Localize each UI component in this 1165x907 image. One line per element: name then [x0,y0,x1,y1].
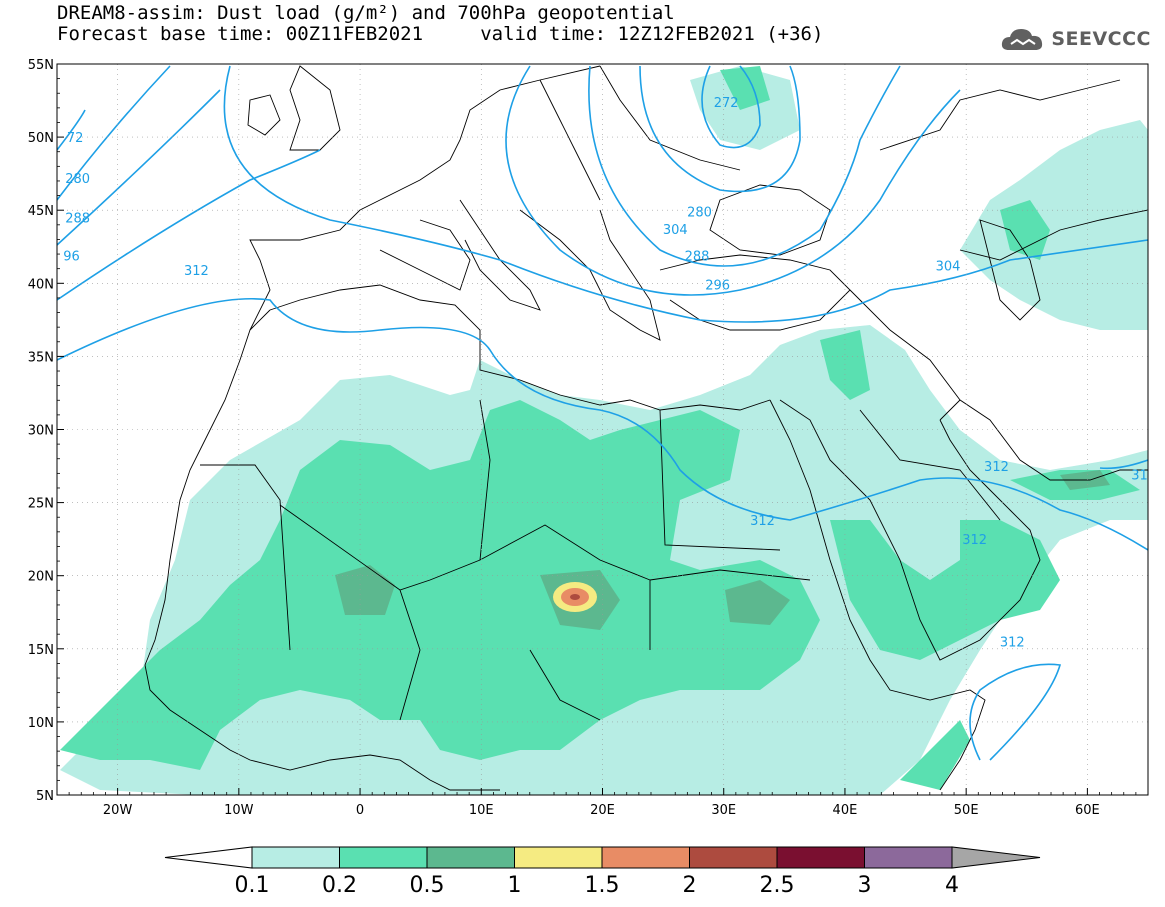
colorbar-swatch [514,846,603,869]
contour-label: 272 [714,96,739,111]
dust-level-0.2 [1000,200,1050,260]
lat-tick-label: 35N [28,350,54,365]
dust-level-0.2 [830,520,1060,660]
lon-tick-label: 20E [590,803,615,818]
geopotential-contours [57,65,1148,761]
contour-label: 72 [67,131,84,146]
dust-level-0.5 [725,580,790,625]
lon-tick-label: 30E [711,803,736,818]
logo-text: SEEVCCC [1051,28,1151,50]
colorbar-label: 2 [683,873,697,898]
contour-312c [969,663,1062,761]
lat-tick-label: 55N [28,58,54,73]
colorbar-label: 3 [858,873,872,898]
contour-w4 [57,149,321,301]
lon-tick-label: 50E [954,803,979,818]
lat-tick-label: 15N [28,643,54,658]
contour-label: 96 [63,249,80,264]
contour-labels: 272 280 288 296 304 304 312 312 312 312 312 31 72 280… [63,96,1148,650]
colorbar-label: 0.5 [410,873,445,898]
contour-label: 296 [705,279,730,294]
colorbar-swatch [864,846,953,869]
contour-label: 312 [750,514,775,529]
dust-field [60,66,1148,795]
colorbar-label: 0.1 [235,873,270,898]
dust-level-0.1 [960,120,1148,330]
contour-288 [588,65,901,267]
lon-tick-label: 0 [356,803,364,818]
contour-272 [701,65,761,149]
coastlines [144,65,1148,791]
dust-level-2 [570,594,580,600]
colorbar-label: 4 [945,873,959,898]
contour-label: 280 [65,172,90,187]
lat-tick-label: 40N [28,277,54,292]
contour-label: 304 [663,223,688,238]
colorbar-over-arrow [951,846,1041,869]
contour-label: 312 [962,533,987,548]
colorbar-swatch [601,846,690,869]
colorbar-label: 1 [508,873,522,898]
colorbar-label: 1.5 [585,873,620,898]
lon-tick-label: 10W [224,803,254,818]
lon-tick-label: 10E [469,803,494,818]
contour-w1 [57,109,86,151]
cloud-icon [1002,29,1043,50]
colorbar-swatch [689,846,778,869]
contour-w3 [57,89,221,246]
seevccc-logo: SEEVCCC [999,22,1151,56]
contour-312b [1099,459,1148,470]
contour-label: 288 [65,211,90,226]
contour-label: 280 [687,206,712,221]
lat-tick-label: 20N [28,570,54,585]
colorbar-swatch [251,846,340,869]
contour-w2 [57,65,171,201]
contour-304 [223,65,1148,323]
lat-tick-label: 45N [28,204,54,219]
lat-tick-label: 10N [28,716,54,731]
contour-312 [57,297,1148,551]
dust-level-0.2 [900,720,970,790]
map-title: DREAM8-assim: Dust load (g/m²) and 700hP… [57,2,675,24]
lon-tick-label: 40E [833,803,858,818]
contour-label: 288 [685,249,710,264]
contour-296 [505,65,961,296]
dust-level-0.5 [335,565,395,615]
contour-label: 31 [1131,469,1148,484]
lat-tick-label: 30N [28,424,54,439]
contour-label: 304 [936,260,961,275]
colorbar-label: 2.5 [760,873,795,898]
colorbar: 0.1 0.2 0.5 1 1.5 2 2.5 3 4 [164,846,1041,898]
colorbar-swatch [426,846,515,869]
latitude-axis: 55N 50N 45N 40N 35N 30N 25N 20N 15N 10N 5N [28,58,64,804]
gridlines [57,63,1148,796]
colorbar-under-arrow [164,846,253,869]
contour-280 [639,65,801,193]
forecast-time-subtitle: Forecast base time: 00Z11FEB2021 valid t… [57,23,824,45]
lat-tick-label: 5N [36,789,54,804]
lat-tick-label: 25N [28,497,54,512]
colorbar-swatch [339,846,428,869]
dust-level-0.2 [60,400,820,770]
contour-label: 312 [184,264,209,279]
longitude-axis: 20W 10W 0 10E 20E 30E 40E 50E 60E [68,788,1137,818]
contour-label: 312 [984,460,1009,475]
contour-label: 312 [1000,635,1025,650]
colorbar-swatch [776,846,865,869]
colorbar-label: 0.2 [322,873,357,898]
lon-tick-label: 60E [1075,803,1100,818]
lat-tick-label: 50N [28,131,54,146]
lon-tick-label: 20W [103,803,133,818]
